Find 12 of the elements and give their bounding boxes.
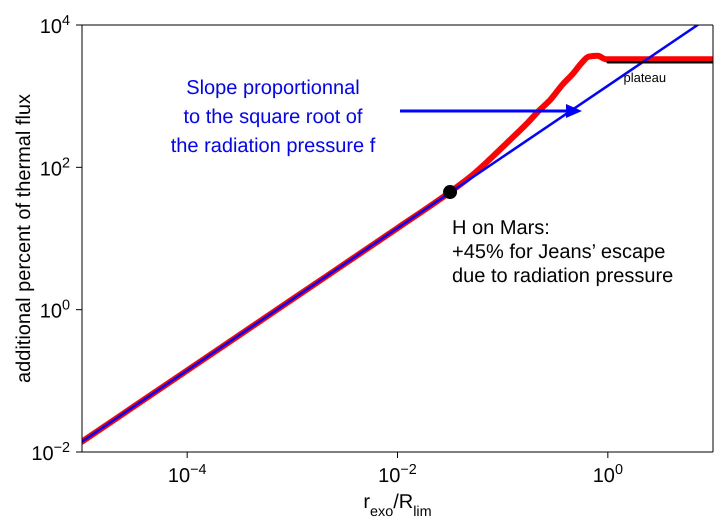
annotation: H on Mars: +45% for Jeans’ escape due to radiation pressure	[452, 217, 674, 288]
y-tick-label: 10$^{4}$	[40, 13, 70, 38]
x-axis-title: r$_{exo}$/R$_{lim}$	[363, 491, 432, 520]
annotation: plateau	[623, 70, 666, 86]
y-axis-title: additional percent of thermal flux	[13, 94, 35, 384]
x-tick-label: 10$^{−2}$	[378, 462, 417, 487]
y-tick-label: 10$^{0}$	[40, 298, 70, 323]
x-tick-label: 10$^{−4}$	[168, 462, 207, 487]
annotation: Slope proportionnal to the square root of the radiation pressure f	[170, 76, 376, 159]
x-tick-label: 10$^{0}$	[592, 462, 623, 487]
y-tick-label: 10$^{−2}$	[31, 440, 70, 465]
y-tick-label: 10$^{2}$	[40, 155, 70, 180]
